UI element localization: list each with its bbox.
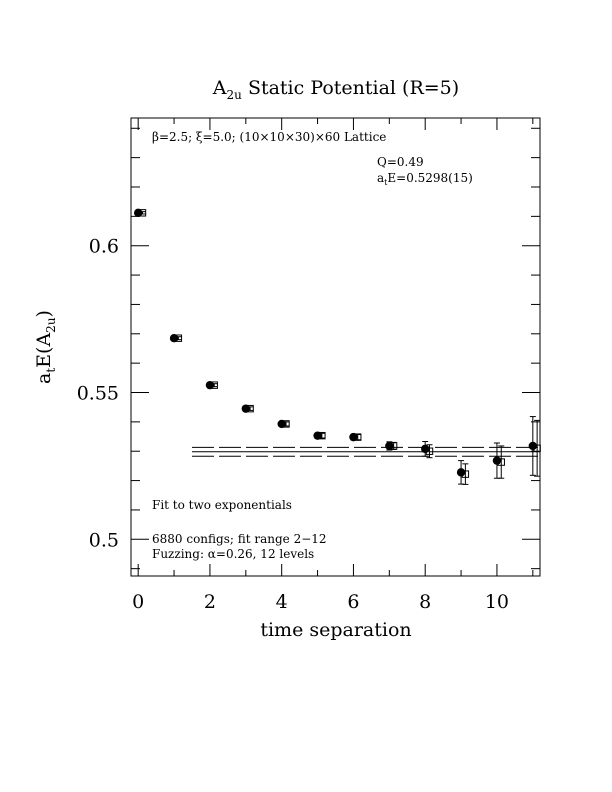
data-points — [133, 208, 541, 485]
data-point-square — [354, 433, 362, 441]
data-point-circle — [205, 380, 215, 390]
x-tick-label: 2 — [204, 591, 216, 613]
q-annotation: Q=0.49 — [377, 155, 424, 169]
ylabel-end: ) — [33, 310, 55, 317]
data-point-circle — [492, 456, 502, 465]
fit-band — [191, 446, 540, 457]
data-point-square — [138, 209, 147, 217]
data-point-circle — [456, 468, 466, 477]
data-point-square — [282, 420, 290, 428]
x-tick-label: 8 — [419, 591, 431, 613]
y-tick-label: 0.55 — [77, 383, 119, 405]
chart-title: A2u Static Potential (R=5) — [212, 77, 459, 102]
data-point-square — [246, 404, 254, 413]
x-tick-label: 6 — [347, 591, 359, 613]
data-point-square — [318, 431, 326, 440]
energy-rest: E=0.5298(15) — [387, 171, 472, 185]
ylabel-sub-t: t — [44, 368, 58, 373]
y-axis-label: atE(A2u) — [33, 310, 58, 384]
data-point-square — [389, 442, 398, 450]
data-point-circle — [133, 208, 143, 218]
data-point-square — [533, 444, 541, 452]
x-tick-label: 10 — [485, 591, 509, 613]
configs-annotation: 6880 configs; fit range 2−12 — [152, 532, 327, 546]
x-tick-label: 0 — [132, 591, 144, 613]
title-main: A — [212, 77, 227, 99]
x-axis-label: time separation — [260, 619, 411, 641]
title-rest: Static Potential (R=5) — [242, 77, 459, 99]
data-point-square — [497, 458, 505, 466]
y-tick-label: 0.6 — [89, 236, 119, 258]
lattice-annotation: β=2.5; ξ=5.0; (10×10×30)×60 Lattice — [152, 130, 386, 144]
data-point-square — [461, 470, 470, 478]
energy-main: a — [377, 171, 384, 185]
fit-annotation: Fit to two exponentials — [152, 498, 292, 512]
fuzzing-annotation: Fuzzing: α=0.26, 12 levels — [152, 547, 314, 561]
data-point-circle — [528, 441, 538, 451]
data-point-circle — [169, 333, 179, 343]
axis-ticks: 0 2 4 6 8 10 0.5 0.55 0.6 — [77, 118, 540, 613]
energy-annotation: atE=0.5298(15) — [377, 171, 473, 187]
data-point-square — [210, 381, 218, 389]
data-point-square — [174, 334, 183, 342]
data-point-circle — [385, 441, 394, 451]
title-sub: 2u — [227, 88, 243, 102]
data-point-circle — [349, 432, 358, 442]
x-tick-label: 4 — [276, 591, 288, 613]
data-point-circle — [420, 444, 430, 454]
ylabel-sub-2u: 2u — [44, 317, 58, 333]
plot-frame — [130, 117, 541, 577]
energy-sub: t — [384, 178, 388, 187]
ylabel-main: a — [33, 373, 55, 384]
data-point-square — [425, 447, 434, 455]
ylabel-mid: E(A — [33, 333, 55, 368]
y-tick-label: 0.5 — [89, 529, 119, 551]
